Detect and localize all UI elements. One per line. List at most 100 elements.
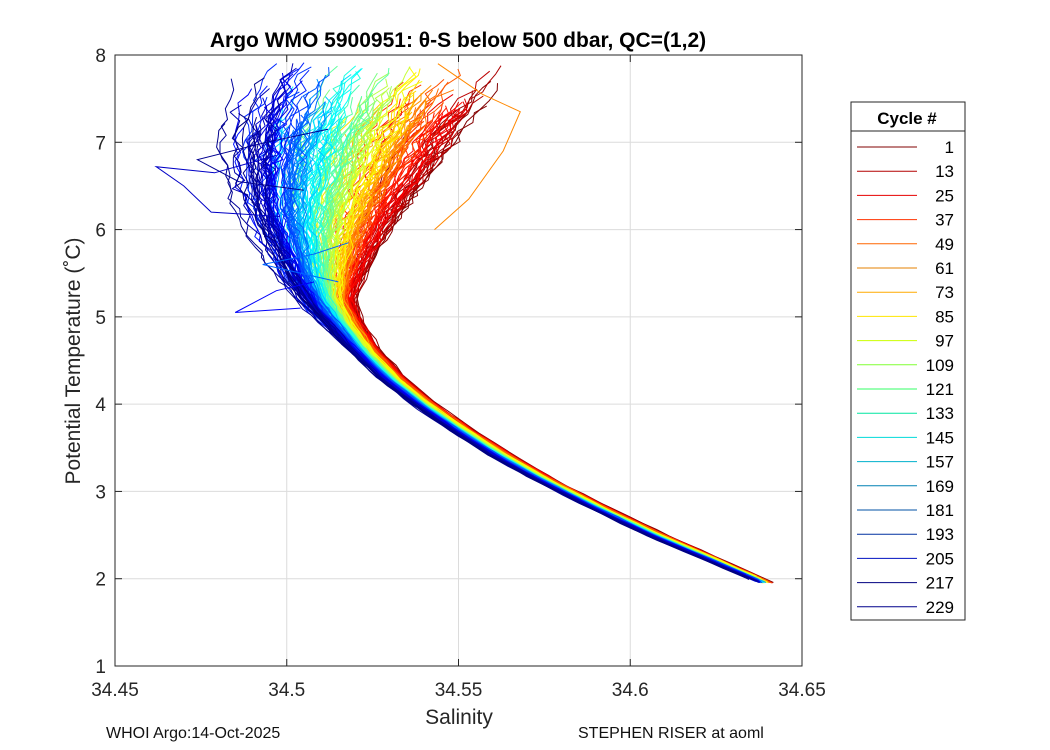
profile-line [339,118,760,580]
legend: Cycle # 1 13 25 37 49 61 73 85 97 109 121 133 145 157… [850,101,966,621]
profile-line [305,68,745,576]
legend-label: 193 [926,525,954,544]
profile-line [342,89,759,579]
profile-line [329,72,750,577]
legend-label: 37 [935,211,954,230]
legend-label: 1 [945,138,954,157]
x-tick-label: 34.65 [778,680,826,701]
profile-outlier-line [234,281,315,313]
y-tick-label: 7 [95,133,106,154]
profile-line [348,109,768,583]
footer-operator: STEPHEN RISER at aoml [578,725,764,742]
legend-box [850,101,966,621]
profile-line [297,126,767,583]
profile-line [323,106,757,579]
profile-line [324,125,746,576]
legend-label: 13 [935,162,954,181]
profile-lines [154,62,774,584]
profile-line [349,108,756,577]
profile-line [344,109,759,579]
x-tick-label: 34.5 [268,680,305,701]
y-tick-label: 4 [95,395,106,416]
profile-line [327,90,753,579]
y-tick-label: 5 [95,308,106,329]
profile-line [333,68,763,582]
profile-line [318,72,759,580]
legend-label: 25 [935,186,954,205]
profile-line [332,84,755,578]
profile-line [327,113,751,577]
profile-line [339,112,765,583]
legend-label: 49 [935,235,954,254]
legend-label: 97 [935,332,954,351]
profile-line [346,129,772,584]
profile-line [349,101,768,583]
profile-line [337,111,753,577]
legend-label: 109 [926,356,954,375]
legend-title: Cycle # [877,109,937,128]
profile-line [356,139,774,583]
profile-line [327,91,756,579]
profile-line [350,129,752,576]
profile-line [323,105,753,578]
grid-lines [115,55,802,666]
profile-line [339,109,759,579]
profile-line [334,103,759,581]
profile-line [233,112,754,581]
profile-outlier-line [262,242,349,283]
profile-line [332,100,765,583]
profile-line [338,126,751,576]
profile-line [269,119,756,579]
legend-label: 121 [926,380,954,399]
legend-label: 145 [926,428,954,447]
profile-line [337,112,750,575]
profile-line [329,85,765,582]
profile-line [354,132,758,576]
profile-outlier-line [196,128,329,191]
profile-line [347,113,766,581]
x-tick-label: 34.55 [435,680,483,701]
y-tick-label: 1 [95,657,106,678]
legend-label: 85 [935,307,954,326]
legend-label: 157 [926,453,954,472]
profile-line [347,90,759,577]
profile-line [355,129,769,583]
legend-label: 217 [926,574,954,593]
profile-line [340,120,763,582]
legend-label: 181 [926,501,954,520]
profile-line [343,97,757,577]
profile-line [345,112,773,584]
legend-label: 61 [935,259,954,278]
legend-label: 205 [926,549,954,568]
profile-line [343,88,754,578]
x-axis-label: Salinity [425,706,493,729]
footer-credit: WHOI Argo:14-Oct-2025 [106,725,281,742]
profile-line [337,80,757,577]
profile-line [250,116,746,579]
y-tick-label: 6 [95,221,106,242]
profile-line [302,74,762,584]
axis-ticks: 34.45 34.5 34.55 34.6 34.65 1 2 3 4 5 6 7 8 [91,46,826,701]
profile-line [269,73,755,580]
profile-line [233,126,750,580]
profile-line [241,77,749,579]
profile-outlier-line [154,154,280,217]
profile-line [301,80,765,584]
x-tick-label: 34.6 [612,680,649,701]
y-tick-label: 8 [95,46,106,67]
y-tick-label: 3 [95,482,106,503]
y-tick-label: 2 [95,570,106,591]
legend-label: 229 [926,598,954,617]
profile-line [335,107,767,584]
x-tick-label: 34.45 [91,680,139,701]
profile-line [352,131,765,582]
profile-outlier-line [434,63,521,230]
legend-entries: 1 13 25 37 49 61 73 85 97 109 121 133 145 157 169 181 19… [857,138,954,617]
legend-label: 133 [926,404,954,423]
profile-line [323,127,750,577]
profile-line [332,90,760,582]
y-axis-label: Potential Temperature (˚C) [62,237,85,484]
profile-line [276,126,764,583]
chart-title: Argo WMO 5900951: θ-S below 500 dbar, QC… [210,29,706,52]
